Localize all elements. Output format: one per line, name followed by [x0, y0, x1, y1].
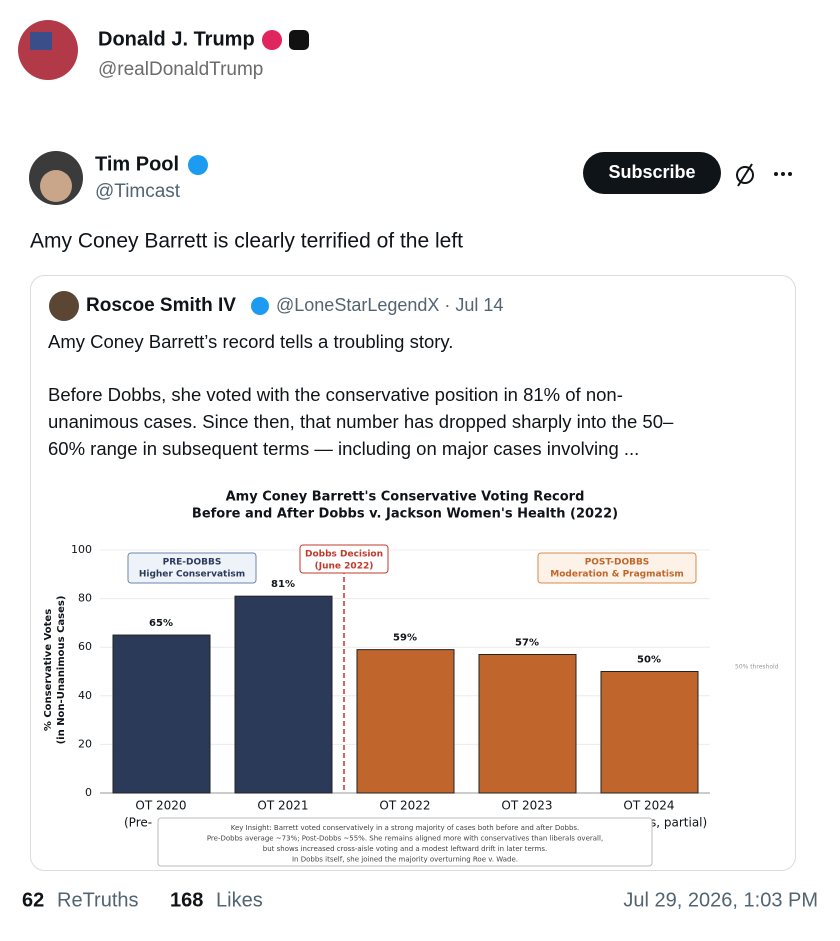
retruth-count: 62: [22, 889, 44, 911]
repost-name: Tim Pool: [95, 153, 179, 175]
bar: [600, 671, 699, 794]
icon[interactable]: [736, 166, 754, 184]
annotation-text: (June 2022): [315, 562, 374, 572]
bar: [478, 653, 577, 794]
author-name: Donald J. Trump: [98, 28, 255, 50]
y-tick-label: 80: [78, 592, 92, 605]
annotation-text: Moderation & Pragmatism: [550, 570, 683, 580]
avatar-flag: [30, 32, 52, 50]
quote-line: Amy Coney Barrett’s record tells a troub…: [48, 331, 453, 352]
avatar: [49, 291, 79, 321]
y-axis-label: (in Non-Unanimous Cases): [56, 596, 67, 745]
x-tick-label: OT 2021: [257, 799, 308, 813]
bar: [112, 634, 211, 794]
quote-body: Amy Coney Barrett’s record tells a troub…: [48, 331, 674, 459]
x-tick-label: OT 2023: [501, 799, 552, 813]
verified-badge: [251, 297, 269, 315]
value-label: 81%: [271, 579, 295, 590]
threshold-label: 50% threshold: [735, 664, 779, 671]
avatar-face: [40, 170, 72, 202]
chart-subtitle: Before and After Dobbs v. Jackson Women'…: [192, 507, 618, 522]
post-date: Jul 29, 2026, 1:03 PM: [623, 889, 818, 911]
value-label: 50%: [637, 655, 661, 666]
y-tick-label: 40: [78, 689, 92, 702]
chart-title: Amy Coney Barrett's Conservative Voting …: [226, 490, 585, 505]
insight-line: but shows increased cross-aisle voting a…: [263, 845, 547, 853]
like-label: Likes: [216, 889, 263, 911]
quote-line: unanimous cases. Since then, that number…: [48, 411, 674, 432]
insight-line: Key Insight: Barrett voted conservativel…: [231, 824, 580, 832]
x-tick-label: OT 2020: [135, 799, 186, 813]
repost-handle: @Timcast: [95, 181, 181, 202]
annotation-text: Higher Conservatism: [139, 570, 245, 580]
x-tick-fragment: (Pre-: [124, 816, 152, 830]
insight-line: Pre-Dobbs average ~73%; Post-Dobbs ~55%.…: [207, 835, 603, 843]
annotation-box: [537, 552, 697, 584]
chart: Amy Coney Barrett's Conservative Voting …: [43, 490, 779, 867]
bar: [234, 595, 333, 794]
quote-name: Roscoe Smith IV: [86, 295, 236, 316]
annotation-box: [127, 552, 257, 584]
insight-line: In Dobbs itself, she joined the majority…: [292, 856, 518, 864]
quote-line: Before Dobbs, she voted with the conserv…: [48, 384, 623, 405]
bar: [356, 649, 455, 794]
x-tick-label: OT 2022: [379, 799, 430, 813]
author-handle: @realDonaldTrump: [98, 59, 263, 80]
value-label: 57%: [515, 637, 539, 648]
annotation-text: PRE-DOBBS: [163, 558, 222, 568]
annotation-text: POST-DOBBS: [585, 558, 650, 568]
y-tick-label: 20: [78, 737, 92, 750]
y-tick-label: 60: [78, 640, 92, 653]
subscribe-label[interactable]: Subscribe: [608, 162, 695, 182]
badge: [289, 30, 309, 50]
annotation-box: [299, 544, 389, 574]
verified-badge: [188, 155, 208, 175]
more-icon[interactable]: [774, 172, 792, 176]
repost-text: Amy Coney Barrett is clearly terrified o…: [30, 230, 463, 253]
y-tick-label: 0: [85, 786, 92, 799]
x-tick-label: OT 2024: [623, 799, 674, 813]
value-label: 59%: [393, 633, 417, 644]
x-tick-fragment: s, partial): [650, 816, 707, 830]
value-label: 65%: [149, 618, 173, 629]
y-tick-label: 100: [71, 543, 92, 556]
retruth-label: ReTruths: [57, 889, 139, 911]
verified-badge: [262, 30, 282, 50]
y-axis-label: % Conservative Votes: [43, 609, 54, 731]
subscribe-button[interactable]: [583, 152, 721, 194]
insight-box: [157, 817, 653, 867]
quote-line: 60% range in subsequent terms — includin…: [48, 438, 639, 459]
like-count: 168: [170, 889, 203, 911]
icon-slash: [737, 163, 753, 187]
quote-meta: @LoneStarLegendX · Jul 14: [276, 295, 503, 315]
annotation-text: Dobbs Decision: [305, 550, 383, 560]
